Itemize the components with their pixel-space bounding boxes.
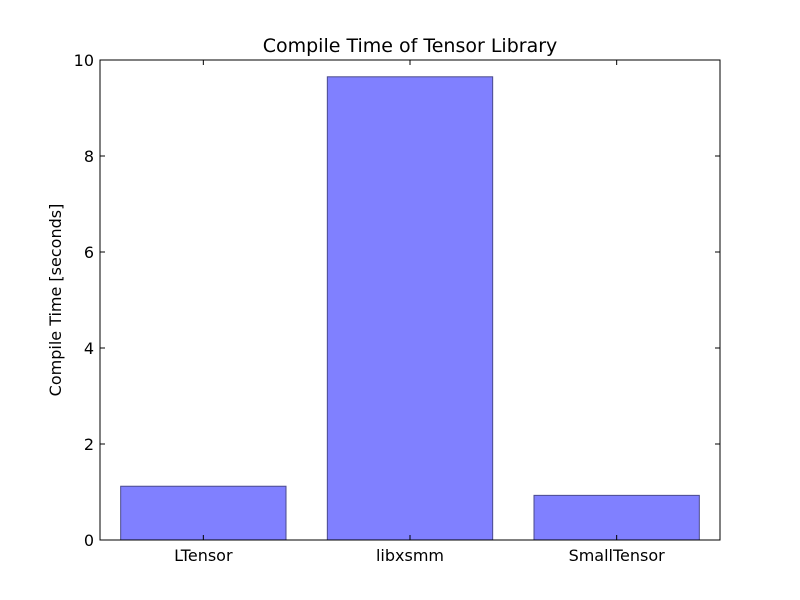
x-tick-label: LTensor bbox=[174, 546, 233, 565]
y-tick-label: 0 bbox=[84, 531, 94, 550]
x-tick-label: SmallTensor bbox=[569, 546, 666, 565]
y-tick-label: 8 bbox=[84, 147, 94, 166]
bar-smalltensor bbox=[533, 494, 700, 541]
y-axis-label: Compile Time [seconds] bbox=[46, 204, 65, 397]
bar-ltensor bbox=[120, 485, 287, 541]
y-tick-label: 6 bbox=[84, 243, 94, 262]
y-tick-label: 10 bbox=[74, 51, 94, 70]
y-tick-label: 4 bbox=[84, 339, 94, 358]
ticks-layer: LTensor libxsmm SmallTensor 0 2 4 6 8 10 bbox=[74, 51, 720, 565]
x-tick-label: libxsmm bbox=[376, 546, 444, 565]
bars-layer bbox=[120, 76, 700, 541]
axes-frame bbox=[99, 59, 721, 541]
y-tick-label: 2 bbox=[84, 435, 94, 454]
bar-libxsmm bbox=[326, 76, 494, 541]
chart-title: Compile Time of Tensor Library bbox=[263, 35, 558, 57]
